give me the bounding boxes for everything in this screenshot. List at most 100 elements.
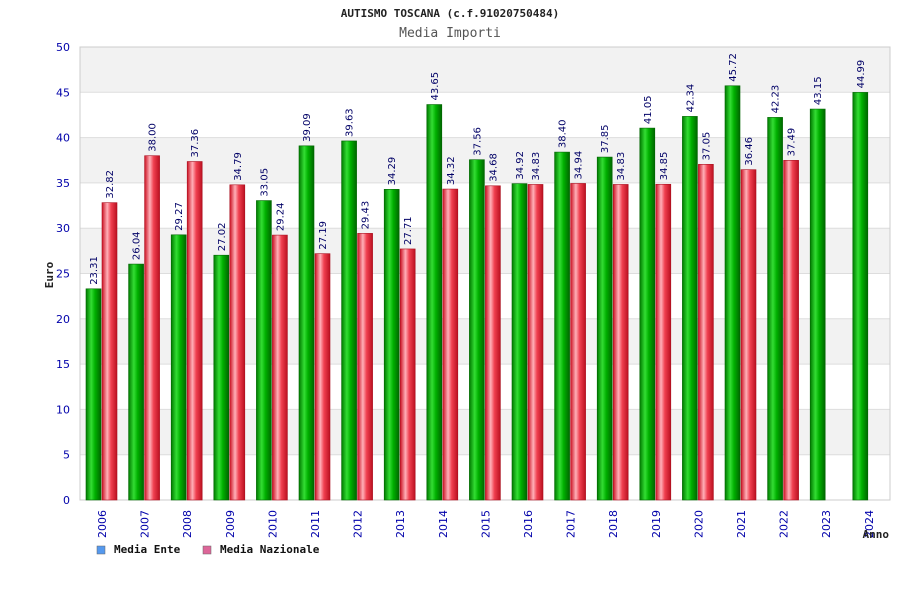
data-label-media-ente: 34.29 [387, 157, 398, 186]
bar-media-ente [128, 263, 144, 501]
x-tick-label: 2008 [181, 510, 194, 538]
bars [85, 85, 869, 501]
bar-media-ente [852, 92, 869, 501]
data-label-media-ente: 29.27 [174, 202, 185, 231]
y-tick-label: 20 [56, 313, 70, 326]
data-label-media-nazionale: 34.68 [488, 153, 499, 182]
data-label-media-ente: 43.15 [813, 76, 824, 105]
data-label-media-nazionale: 29.24 [275, 202, 286, 231]
data-label-media-nazionale: 34.79 [233, 152, 244, 181]
y-tick-label: 35 [56, 177, 70, 190]
data-label-media-ente: 43.65 [430, 72, 441, 101]
x-tick-label: 2010 [266, 510, 279, 538]
legend-swatch-media-nazionale [202, 545, 212, 555]
y-axis-label: Euro [43, 261, 56, 288]
data-label-media-nazionale: 27.71 [403, 216, 414, 245]
bar-media-nazionale [612, 184, 629, 501]
bar-media-ente [682, 116, 698, 501]
data-label-media-ente: 37.56 [472, 127, 483, 156]
data-label-media-ente: 45.72 [728, 53, 739, 82]
bar-media-ente [554, 151, 570, 501]
bar-media-ente [639, 127, 656, 501]
y-tick-label: 15 [56, 358, 70, 371]
data-label-media-ente: 38.40 [558, 119, 569, 148]
bar-media-nazionale [101, 202, 118, 501]
grid-band [80, 47, 890, 93]
data-label-media-ente: 44.99 [856, 60, 867, 89]
x-axis-ticks: 2006 2007 2008 2009 2010 2011 2012 2013 2014 2015… [96, 510, 876, 538]
x-tick-label: 2020 [692, 510, 705, 538]
data-label-media-ente: 33.05 [259, 168, 270, 197]
data-label-media-ente: 27.02 [217, 223, 228, 252]
bar-media-ente [85, 288, 102, 501]
data-label-media-nazionale: 27.19 [318, 221, 329, 250]
bar-media-nazionale [783, 160, 799, 501]
y-tick-label: 45 [56, 86, 70, 99]
y-tick-label: 50 [56, 41, 70, 54]
bar-media-ente [298, 145, 315, 501]
x-tick-label: 2011 [309, 510, 322, 538]
legend: Media Ente Media Nazionale [96, 543, 320, 556]
y-axis-ticks: 0 5 10 15 20 25 30 35 40 45 50 [56, 41, 70, 507]
data-label-media-nazionale: 37.36 [190, 129, 201, 158]
data-label-media-nazionale: 37.05 [701, 132, 712, 161]
x-axis-label: Anno [863, 528, 890, 541]
chart-title: AUTISMO TOSCANA (c.f.91020750484) [341, 7, 560, 20]
data-label-media-nazionale: 36.46 [744, 137, 755, 166]
data-label-media-ente: 23.31 [89, 256, 100, 285]
plot-border [79, 46, 891, 501]
y-tick-label: 25 [56, 268, 70, 281]
data-label-media-ente: 42.34 [685, 84, 696, 113]
data-label-media-ente: 41.05 [643, 95, 654, 124]
x-tick-label: 2013 [394, 510, 407, 538]
x-tick-label: 2021 [735, 510, 748, 538]
x-tick-label: 2007 [139, 510, 152, 538]
bar-media-nazionale [229, 184, 246, 501]
y-tick-label: 0 [63, 494, 70, 507]
data-label-media-ente: 34.92 [515, 151, 526, 180]
data-label-media-nazionale: 34.83 [616, 152, 627, 181]
y-tick-label: 30 [56, 222, 70, 235]
bar-media-ente [256, 200, 272, 501]
bar-media-ente [724, 85, 741, 501]
x-tick-label: 2006 [96, 510, 109, 538]
bar-media-nazionale [527, 184, 544, 501]
data-labels: 23.31 32.82 26.04 38.00 29.27 37.36 27.02 34.79… [89, 53, 867, 285]
data-label-media-nazionale: 34.94 [574, 151, 585, 180]
data-label-media-ente: 26.04 [132, 231, 143, 260]
bar-media-nazionale [357, 233, 373, 501]
bar-media-nazionale [442, 188, 459, 501]
data-label-media-nazionale: 34.83 [531, 152, 542, 181]
bar-media-nazionale [698, 164, 714, 501]
data-label-media-ente: 37.85 [600, 124, 611, 153]
bar-media-nazionale [655, 183, 672, 501]
bar-media-nazionale [570, 183, 586, 501]
x-tick-label: 2022 [778, 510, 791, 538]
legend-swatch-media-ente [96, 545, 106, 555]
y-tick-label: 10 [56, 403, 70, 416]
data-label-media-nazionale: 32.82 [105, 170, 116, 199]
legend-label-media-ente: Media Ente [114, 543, 181, 556]
x-tick-label: 2015 [479, 510, 492, 538]
data-label-media-nazionale: 34.85 [659, 152, 670, 181]
data-label-media-nazionale: 38.00 [148, 123, 159, 152]
bar-media-nazionale [314, 253, 331, 501]
bar-media-ente [809, 108, 826, 501]
x-tick-label: 2016 [522, 510, 535, 538]
bar-media-ente [170, 234, 187, 501]
data-label-media-ente: 39.09 [302, 113, 313, 142]
bar-media-ente [767, 117, 783, 501]
x-tick-label: 2017 [565, 510, 578, 538]
bar-media-nazionale [186, 161, 203, 501]
bar-media-ente [511, 183, 528, 501]
bar-media-ente [596, 156, 613, 501]
x-tick-label: 2014 [437, 510, 450, 538]
x-tick-label: 2024 [863, 510, 876, 538]
bar-media-ente [469, 159, 485, 501]
bar-media-nazionale [485, 185, 501, 501]
bar-media-nazionale [740, 169, 757, 501]
data-label-media-ente: 42.23 [771, 85, 782, 114]
x-tick-label: 2009 [224, 510, 237, 538]
x-tick-label: 2018 [607, 510, 620, 538]
